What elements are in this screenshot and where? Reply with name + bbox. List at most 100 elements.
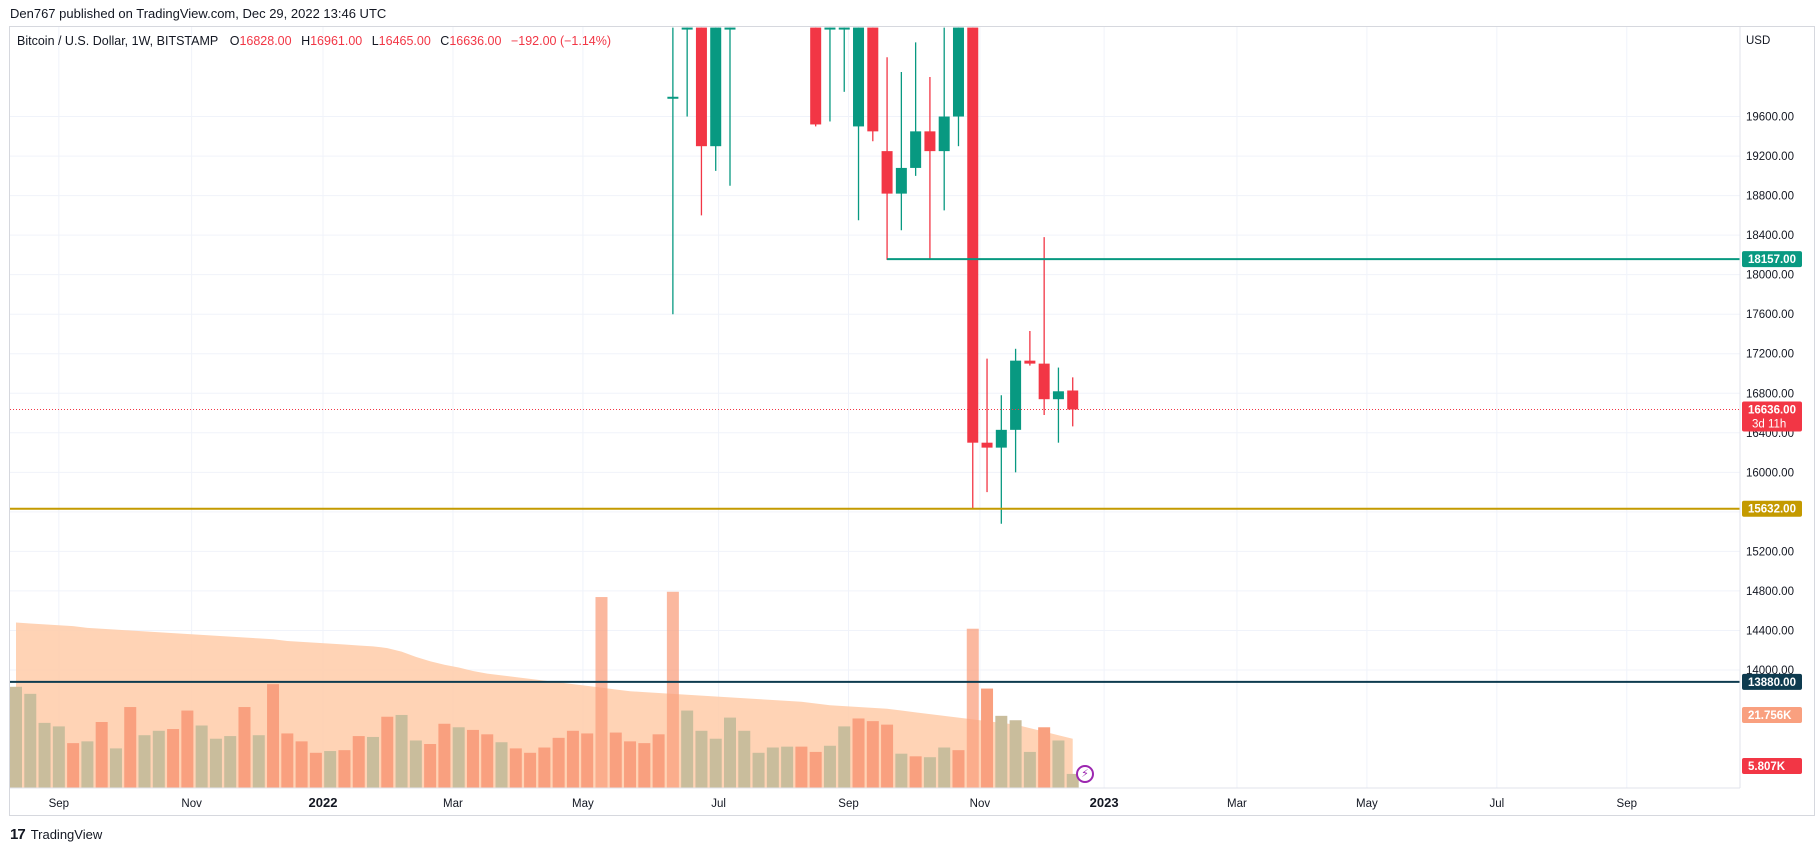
candle-body	[1052, 391, 1064, 400]
price-tick-label: 17600.00	[1746, 309, 1794, 321]
time-tick-label: Jul	[1489, 798, 1504, 810]
volume-bar	[781, 746, 794, 788]
volume-bar	[295, 741, 308, 788]
volume-bar	[152, 730, 165, 788]
volume-ma-area	[16, 622, 1073, 788]
volume-bar	[124, 707, 137, 788]
volume-bar	[109, 748, 122, 788]
volume-bar	[609, 732, 622, 788]
time-tick-label: Mar	[1227, 798, 1247, 810]
candle-body	[667, 96, 679, 99]
volume-bar	[195, 725, 208, 788]
volume-bar	[1052, 740, 1065, 788]
last-price-badge-bg	[1742, 401, 1802, 432]
price-tick-label: 19200.00	[1746, 151, 1794, 163]
volume-bar	[538, 747, 551, 788]
volume-bar	[395, 714, 408, 788]
volume-bar	[252, 735, 265, 788]
volume-bar	[923, 757, 936, 788]
volume-bar	[52, 726, 65, 788]
volume-bar	[909, 756, 922, 788]
candle-body	[810, 27, 822, 125]
lightning-icon[interactable]: ⚡	[1076, 765, 1094, 783]
volume-bar	[309, 752, 322, 788]
volume-bar	[181, 710, 194, 788]
time-tick-label: Nov	[970, 798, 991, 810]
legend-close-value: 16636.00	[449, 34, 502, 48]
price-tick-label: 14400.00	[1746, 625, 1794, 637]
time-tick-label: May	[572, 798, 594, 810]
last-price-badge: 16636.00	[1748, 404, 1796, 416]
volume-bar	[324, 751, 337, 788]
volume-bar	[1009, 720, 1022, 788]
volume-bar	[838, 726, 851, 788]
candle-body	[881, 151, 893, 194]
time-tick-label: May	[1356, 798, 1378, 810]
legend-high-value: 16961.00	[310, 34, 363, 48]
volume-bar	[524, 752, 537, 788]
candle-body	[1010, 360, 1022, 430]
volume-bar	[795, 746, 808, 788]
level-badge-bg	[1742, 673, 1802, 690]
candle-body	[952, 27, 964, 117]
volume-bar	[38, 722, 51, 788]
legend-high-label: H	[301, 34, 311, 48]
time-tick-label: Mar	[443, 798, 463, 810]
chart-frame[interactable]	[9, 26, 1815, 816]
legend-open-value: 16828.00	[239, 34, 292, 48]
volume-bar	[281, 733, 294, 788]
volume-bar	[381, 716, 394, 788]
price-tick-label: 14800.00	[1746, 586, 1794, 598]
candle-body	[924, 131, 936, 152]
time-tick-label: Nov	[181, 798, 202, 810]
volume-bar	[81, 741, 94, 788]
chart-legend: Bitcoin / U.S. Dollar, 1W, BITSTAMP O168…	[17, 34, 617, 48]
volume-bar	[367, 736, 379, 788]
level-badge-bg	[1742, 251, 1802, 268]
time-tick-label: 2023	[1090, 795, 1119, 810]
time-tick-label: Sep	[49, 798, 69, 810]
volume-bar	[709, 738, 722, 788]
volume-bar	[881, 724, 894, 788]
candle-body	[1038, 363, 1050, 400]
volume-bar	[938, 747, 951, 788]
volume-bar	[809, 751, 822, 788]
volume-last-badge-bg	[1742, 758, 1802, 774]
footer-brand[interactable]: 17 TradingView	[10, 826, 102, 843]
price-tick-label: 15200.00	[1746, 546, 1794, 558]
volume-bar	[338, 750, 351, 788]
legend-symbol: Bitcoin / U.S. Dollar, 1W, BITSTAMP	[17, 34, 219, 48]
candle-body	[824, 27, 836, 30]
volume-bar	[638, 743, 651, 788]
volume-bar	[352, 736, 365, 788]
volume-ma-badge: 21.756K	[1748, 710, 1792, 722]
candle-body	[724, 27, 736, 30]
volume-bar	[238, 707, 251, 788]
legend-change-value: −192.00 (−1.14%)	[510, 34, 612, 48]
volume-bar	[167, 729, 180, 788]
candle-body	[981, 442, 993, 448]
volume-bar	[581, 733, 594, 788]
volume-bar	[738, 730, 751, 788]
volume-bar	[666, 591, 679, 788]
volume-bar	[67, 743, 80, 788]
tradingview-logo-icon: 17	[10, 826, 26, 843]
volume-bar	[409, 740, 422, 788]
publisher-caption: Den767 published on TradingView.com, Dec…	[10, 6, 387, 21]
time-tick-label: Sep	[838, 798, 858, 810]
volume-bar	[624, 741, 637, 788]
price-tick-label: 18800.00	[1746, 191, 1794, 203]
price-tick-label: 18400.00	[1746, 230, 1794, 242]
volume-bar	[438, 723, 451, 788]
volume-bar	[852, 718, 865, 788]
price-tick-label: 19600.00	[1746, 112, 1794, 124]
volume-bar	[552, 737, 565, 788]
currency-label: USD	[1746, 35, 1770, 47]
volume-bar	[995, 715, 1008, 788]
volume-ma-badge-bg	[1742, 707, 1802, 723]
volume-bar	[823, 745, 836, 788]
price-tick-label: 17200.00	[1746, 349, 1794, 361]
candle-body	[967, 27, 979, 443]
candle-body	[1024, 360, 1036, 364]
